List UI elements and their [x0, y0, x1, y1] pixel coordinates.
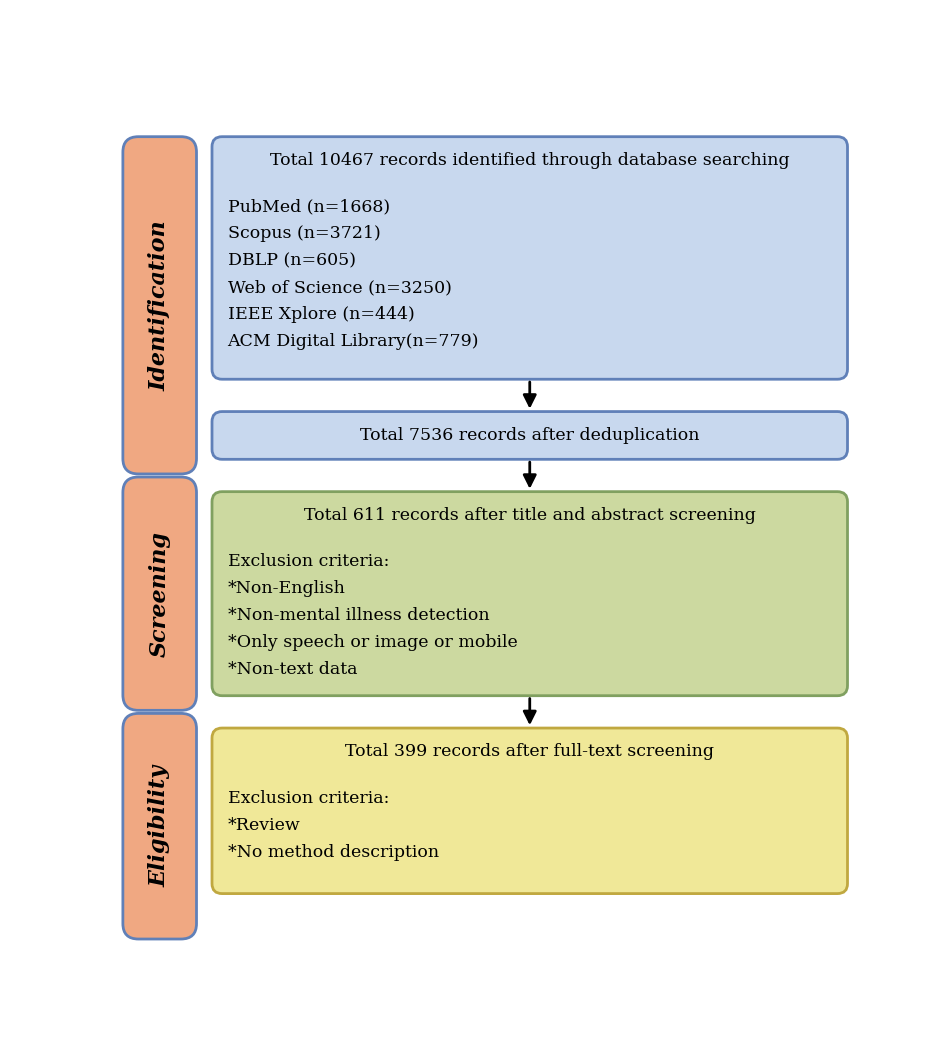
Text: *Only speech or image or mobile: *Only speech or image or mobile: [228, 634, 517, 651]
Text: *No method description: *No method description: [228, 843, 439, 860]
FancyBboxPatch shape: [212, 492, 847, 696]
Text: ACM Digital Library(n=779): ACM Digital Library(n=779): [228, 333, 479, 350]
FancyBboxPatch shape: [212, 137, 847, 379]
Text: Scopus (n=3721): Scopus (n=3721): [228, 225, 380, 242]
Text: Exclusion criteria:: Exclusion criteria:: [228, 553, 388, 570]
Text: Identification: Identification: [149, 220, 170, 391]
FancyBboxPatch shape: [123, 714, 196, 939]
Text: PubMed (n=1668): PubMed (n=1668): [228, 199, 389, 216]
Text: *Review: *Review: [228, 817, 300, 834]
FancyBboxPatch shape: [212, 729, 847, 893]
Text: *Non-English: *Non-English: [228, 580, 346, 597]
Text: IEEE Xplore (n=444): IEEE Xplore (n=444): [228, 306, 414, 323]
Text: Total 10467 records identified through database searching: Total 10467 records identified through d…: [270, 152, 789, 169]
FancyBboxPatch shape: [212, 412, 847, 459]
Text: DBLP (n=605): DBLP (n=605): [228, 252, 355, 269]
Text: Eligibility: Eligibility: [149, 765, 170, 887]
Text: Total 7536 records after deduplication: Total 7536 records after deduplication: [360, 427, 700, 444]
Text: *Non-text data: *Non-text data: [228, 661, 357, 678]
Text: Screening: Screening: [149, 531, 170, 656]
Text: *Non-mental illness detection: *Non-mental illness detection: [228, 607, 489, 624]
FancyBboxPatch shape: [123, 137, 196, 474]
FancyBboxPatch shape: [123, 477, 196, 710]
Text: Total 399 records after full-text screening: Total 399 records after full-text screen…: [346, 743, 714, 760]
Text: Exclusion criteria:: Exclusion criteria:: [228, 790, 388, 807]
Text: Total 611 records after title and abstract screening: Total 611 records after title and abstra…: [304, 507, 756, 524]
Text: Web of Science (n=3250): Web of Science (n=3250): [228, 279, 451, 296]
